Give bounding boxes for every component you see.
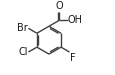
Text: F: F [69, 53, 75, 63]
Text: Br: Br [17, 23, 28, 33]
Text: OH: OH [67, 15, 82, 25]
Text: Cl: Cl [18, 47, 28, 57]
Text: O: O [55, 1, 62, 11]
